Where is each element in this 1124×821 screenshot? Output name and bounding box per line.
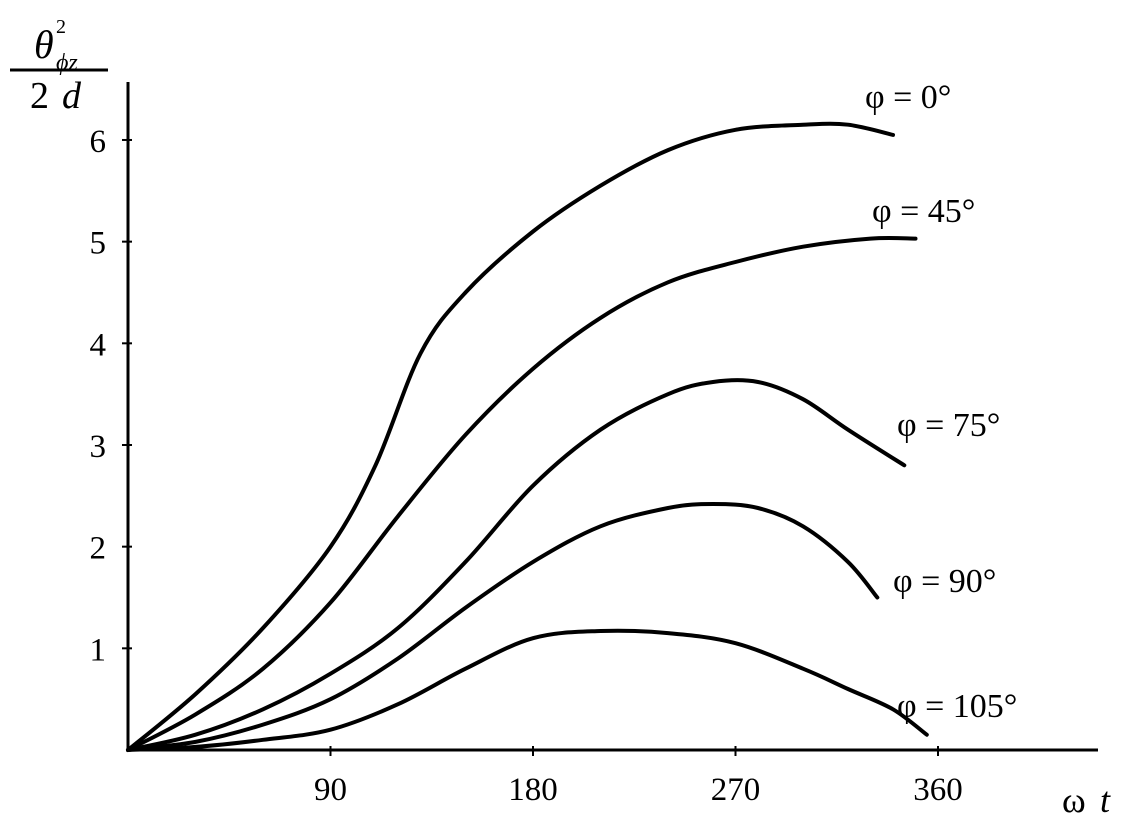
x-axis-label: ω t	[1062, 780, 1111, 820]
series-line	[126, 235, 918, 752]
series-label: φ = 75°	[897, 407, 1000, 444]
ylabel-superscript: 2	[56, 16, 66, 38]
y-tick-label: 4	[90, 327, 107, 363]
y-tick-label: 6	[90, 124, 107, 160]
y-tick-label: 2	[90, 531, 107, 567]
ylabel-subscript: ϕz	[56, 50, 78, 76]
series-label: φ = 105°	[897, 688, 1017, 725]
xlabel-t: t	[1100, 780, 1111, 820]
axes	[126, 82, 1098, 752]
xlabel-omega: ω	[1062, 780, 1086, 820]
x-tick-label: 180	[508, 772, 558, 808]
series-label: φ = 45°	[872, 193, 975, 230]
y-tick-label: 5	[90, 226, 107, 262]
curve-labels: φ = 0° φ = 45° φ = 75° φ = 90° φ = 105°	[865, 79, 1017, 725]
series-label: φ = 90°	[893, 563, 996, 600]
series-line	[126, 628, 929, 752]
x-tick-label: 270	[711, 772, 761, 808]
x-tick-label: 360	[913, 772, 963, 808]
ticks: 1 2 3 4 5 6 90 180 270 360	[90, 124, 963, 808]
ylabel-denominator-number: 2	[30, 75, 49, 117]
series-line	[126, 502, 880, 752]
x-tick-label: 90	[314, 772, 347, 808]
ylabel-denominator-variable: d	[62, 75, 82, 117]
y-tick-label: 1	[90, 632, 107, 668]
series-label: φ = 0°	[865, 79, 951, 116]
series-line	[126, 378, 907, 752]
series-line	[126, 121, 895, 752]
y-tick-label: 3	[90, 429, 107, 465]
ylabel-theta: θ	[34, 22, 54, 67]
curves	[126, 121, 929, 752]
y-axis-label: θ 2 ϕz 2 d	[10, 16, 108, 117]
